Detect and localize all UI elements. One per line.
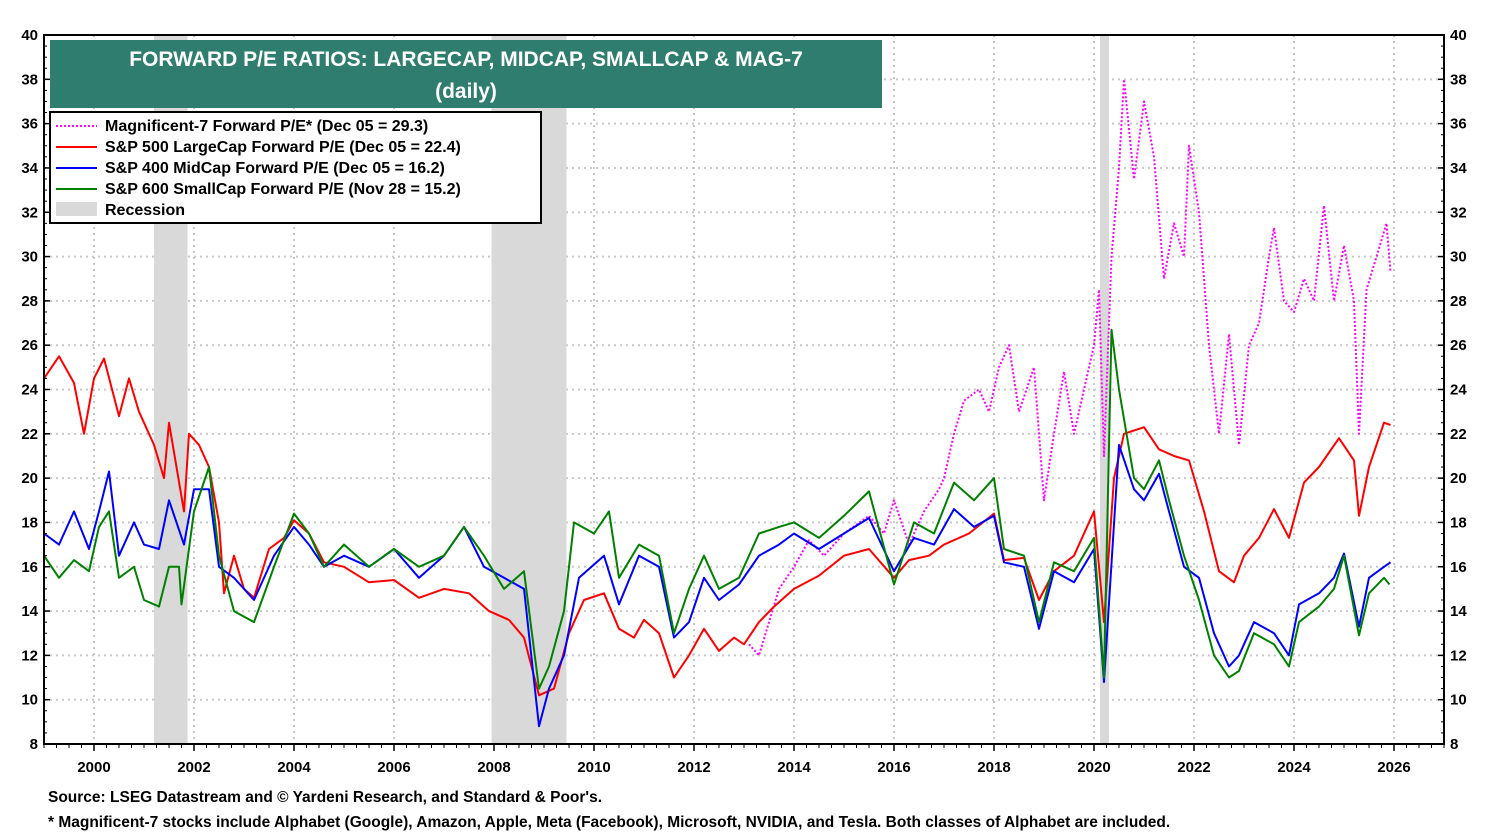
legend-swatch-recession [56,202,97,216]
x-tick-label: 2008 [477,759,510,776]
x-tick-label: 2002 [177,759,210,776]
title-background [50,40,882,108]
y-tick-label-left: 12 [21,647,38,664]
x-tick-label: 2026 [1377,759,1410,776]
y-tick-label-left: 24 [21,382,38,399]
series-line-1 [43,355,1391,697]
y-tick-label-right: 26 [1450,337,1467,354]
y-tick-label-left: 38 [21,71,38,88]
y-tick-label-right: 14 [1450,603,1467,620]
y-tick-label-right: 8 [1450,736,1458,753]
y-tick-label-left: 40 [21,27,38,44]
y-tick-label-right: 22 [1450,426,1467,443]
y-tick-label-left: 30 [21,249,38,266]
legend: Magnificent-7 Forward P/E* (Dec 05 = 29.… [49,111,542,224]
x-tick-label: 2020 [1077,759,1110,776]
y-tick-label-left: 26 [21,337,38,354]
y-tick-label-left: 22 [21,426,38,443]
title-box: FORWARD P/E RATIOS: LARGECAP, MIDCAP, SM… [50,40,882,108]
y-tick-label-right: 32 [1450,204,1467,221]
y-tick-label-left: 36 [21,116,38,133]
y-tick-label-right: 12 [1450,647,1467,664]
y-tick-label-left: 32 [21,204,38,221]
legend-box [49,111,542,224]
legend-label-recession: Recession [105,202,185,219]
y-tick-label-right: 16 [1450,559,1467,576]
series-lines [43,78,1392,728]
y-tick-label-right: 10 [1450,692,1467,709]
y-tick-label-right: 40 [1450,27,1467,44]
y-tick-label-left: 14 [21,603,38,620]
y-tick-label-left: 16 [21,559,38,576]
y-tick-label-right: 28 [1450,293,1467,310]
y-tick-label-right: 18 [1450,514,1467,531]
y-tick-label-right: 20 [1450,470,1467,487]
legend-label-sp400: S&P 400 MidCap Forward P/E (Dec 05 = 16.… [105,160,445,177]
legend-label-sp500: S&P 500 LargeCap Forward P/E (Dec 05 = 2… [105,139,461,156]
plot-frame [43,34,1445,745]
series-line-3 [43,328,1391,690]
y-tick-label-right: 34 [1450,160,1467,177]
y-tick-label-right: 38 [1450,71,1467,88]
y-tick-label-left: 20 [21,470,38,487]
x-tick-label: 2004 [277,759,311,776]
y-tick-label-left: 8 [30,736,38,753]
x-tick-label: 2014 [777,759,811,776]
x-tick-label: 2000 [77,759,110,776]
recession-band [1100,35,1109,744]
x-tick-label: 2016 [877,759,910,776]
y-tick-label-right: 24 [1450,382,1467,399]
source-note: Source: LSEG Datastream and © Yardeni Re… [48,789,602,806]
series-line-0 [748,78,1392,657]
footnote: * Magnificent-7 stocks include Alphabet … [48,814,1170,831]
chart-title: FORWARD P/E RATIOS: LARGECAP, MIDCAP, SM… [129,48,803,71]
y-tick-label-left: 18 [21,514,38,531]
x-tick-label: 2022 [1177,759,1210,776]
x-tick-label: 2024 [1277,759,1311,776]
chart-subtitle: (daily) [435,80,497,103]
series-line-2 [43,443,1392,728]
y-tick-label-left: 28 [21,293,38,310]
x-tick-label: 2018 [977,759,1010,776]
y-tick-label-left: 10 [21,692,38,709]
y-tick-label-right: 30 [1450,249,1467,266]
legend-label-sp600: S&P 600 SmallCap Forward P/E (Nov 28 = 1… [105,181,461,198]
y-tick-label-right: 36 [1450,116,1467,133]
x-tick-label: 2012 [677,759,710,776]
legend-label-mag7: Magnificent-7 Forward P/E* (Dec 05 = 29.… [105,118,428,135]
x-tick-label: 2010 [577,759,610,776]
y-tick-label-left: 34 [21,160,38,177]
x-tick-label: 2006 [377,759,410,776]
